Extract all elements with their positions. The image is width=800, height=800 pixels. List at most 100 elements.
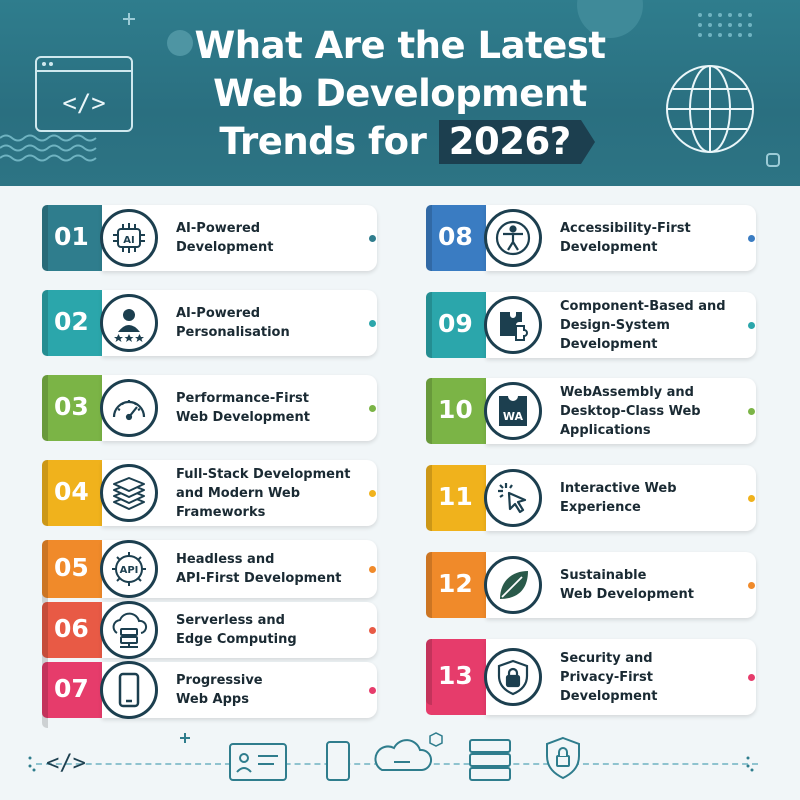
trend-dot: [369, 235, 376, 242]
user-stars-icon: [114, 309, 144, 342]
trend-icon-circle: [100, 661, 158, 719]
decorative-circle-icon: [577, 0, 643, 38]
trend-label: AI-Powered Personalisation: [176, 290, 361, 356]
trend-dot: [748, 235, 755, 242]
trend-icon-circle: [484, 469, 542, 527]
header-banner: </> What Are the Latest Web Development …: [0, 0, 800, 186]
trend-card-10: 10 WA WebAssembly and Desktop-Class Web Ap…: [426, 378, 756, 444]
ai-chip-icon: AI: [113, 223, 145, 253]
cursor-click-icon: [498, 483, 527, 514]
trend-number: 03: [54, 392, 89, 421]
api-gear-icon: API: [112, 552, 146, 586]
title-year-badge: 2026?: [438, 120, 595, 164]
plus-icon: [123, 13, 135, 25]
trend-number: 04: [54, 477, 89, 506]
globe-icon: [666, 65, 754, 153]
footer-icons: </>: [28, 732, 754, 781]
trend-number: 12: [438, 569, 473, 598]
trend-label-text: Headless and API-First Development: [176, 552, 342, 586]
page-title: What Are the Latest Web Development Tren…: [0, 22, 800, 166]
trend-icon-circle: [100, 601, 158, 659]
trend-number: 11: [438, 482, 473, 511]
trend-label: WebAssembly and Desktop-Class Web Applic…: [560, 378, 740, 444]
trend-card-02: 02 AI-Powered Personalisation: [42, 290, 377, 356]
trend-label: Security and Privacy-First Development: [560, 639, 740, 715]
trend-icon-circle: [484, 296, 542, 354]
trend-number: 07: [54, 674, 89, 703]
trend-icon-circle: [484, 648, 542, 706]
title-line-1: What Are the Latest: [194, 24, 606, 67]
trend-dot: [748, 322, 755, 329]
trend-label-text: Sustainable Web Development: [560, 568, 694, 602]
trend-dot: [369, 490, 376, 497]
trend-number: 08: [438, 222, 473, 251]
trend-label: Sustainable Web Development: [560, 552, 740, 618]
trend-dot: [748, 674, 755, 681]
cube-icon: [429, 732, 443, 747]
trend-number: 09: [438, 309, 473, 338]
code-window-icon: </>: [35, 56, 133, 132]
trend-icon-circle: [100, 294, 158, 352]
trend-number: 06: [54, 614, 89, 643]
trend-label-text: Interactive Web Experience: [560, 481, 677, 515]
trend-label: Full-Stack Development and Modern Web Fr…: [176, 460, 361, 526]
trend-card-04: 04 Full-Stack Development and Modern Web …: [42, 460, 377, 526]
trend-card-12: 12 Sustainable Web Development: [426, 552, 756, 618]
trend-label-text: AI-Powered Development: [176, 221, 274, 255]
trend-label-text: Progressive Web Apps: [176, 673, 263, 707]
trend-number: 02: [54, 307, 89, 336]
trend-card-13: 13 Security and Privacy-First Development: [426, 639, 756, 715]
trend-dot: [369, 320, 376, 327]
trend-label: Component-Based and Design-System Develo…: [560, 292, 740, 358]
accessibility-icon: [495, 220, 531, 256]
shield-lock-icon: [497, 659, 529, 696]
trend-label-text: AI-Powered Personalisation: [176, 306, 290, 340]
decorative-square-icon: [766, 153, 780, 167]
dot-grid-icon: [28, 756, 754, 772]
trend-icon-circle: WA: [484, 382, 542, 440]
trend-number: 05: [54, 553, 89, 582]
trend-label-text: Full-Stack Development and Modern Web Fr…: [176, 466, 351, 520]
trend-dot: [369, 687, 376, 694]
trend-number: 01: [54, 222, 89, 251]
trend-label: Accessibility-First Development: [560, 205, 740, 271]
title-line-3-text: Trends for: [219, 120, 427, 163]
trend-dot: [369, 627, 376, 634]
trend-number: 13: [438, 661, 473, 690]
trend-dot: [748, 408, 755, 415]
trend-card-01: 01 AI AI-Powered Development: [42, 205, 377, 271]
trend-card-05: 05 API Headless and API-First Development: [42, 540, 377, 606]
trend-dot: [369, 405, 376, 412]
trend-label-text: Component-Based and Design-System Develo…: [560, 298, 726, 352]
trend-label: Performance-First Web Development: [176, 375, 361, 441]
title-line-2: Web Development: [213, 72, 587, 115]
dotted-grid-icon: [698, 13, 752, 37]
trend-icon-circle: [484, 556, 542, 614]
phone-icon: [326, 741, 350, 781]
webassembly-icon-text: WA: [503, 410, 524, 423]
svg-text:AI: AI: [123, 235, 134, 246]
puzzle-icon: [500, 312, 528, 341]
svg-text:</>: </>: [62, 89, 105, 117]
wave-lines-icon: [0, 134, 97, 162]
trend-dot: [748, 582, 755, 589]
trend-card-06: 06 Serverless and Edge Computing: [42, 601, 377, 668]
trend-label-text: Accessibility-First Development: [560, 221, 691, 255]
trend-label-text: WebAssembly and Desktop-Class Web Applic…: [560, 384, 701, 438]
trend-card-08: 08 Accessibility-First Development: [426, 205, 756, 271]
trend-label-text: Security and Privacy-First Development: [560, 650, 658, 704]
stack-layers-icon: [113, 477, 145, 510]
code-icon: </>: [46, 751, 86, 776]
trend-icon-circle: [100, 379, 158, 437]
trend-label: AI-Powered Development: [176, 205, 361, 271]
footer-code-symbol: </>: [46, 751, 86, 776]
trend-label: Headless and API-First Development: [176, 540, 361, 598]
trend-label: Serverless and Edge Computing: [176, 602, 361, 658]
smartphone-icon: [118, 672, 140, 708]
trend-dot: [369, 566, 376, 573]
plus-icon: [180, 733, 190, 743]
webassembly-icon: WA: [499, 396, 527, 426]
trend-icon-circle: [100, 464, 158, 522]
server-icon: [469, 739, 511, 781]
shield-lock-icon: [546, 736, 580, 780]
